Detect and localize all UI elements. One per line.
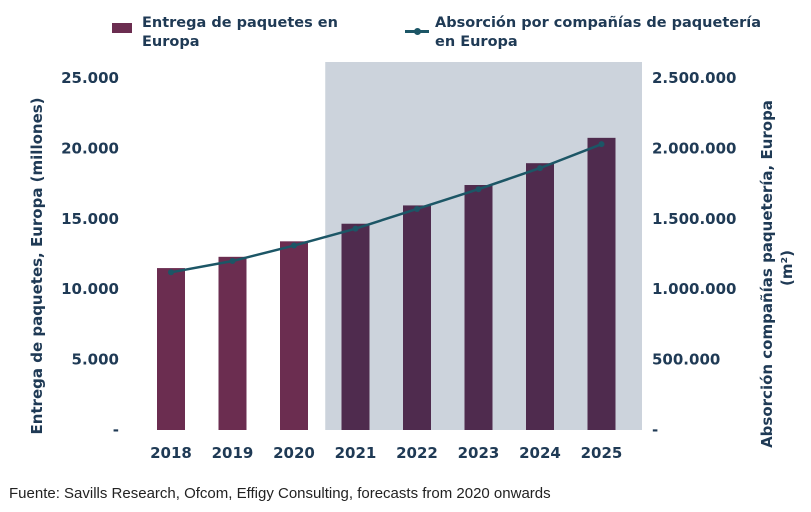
x-tick-label: 2025 bbox=[581, 444, 623, 462]
line-point-2024 bbox=[537, 165, 543, 172]
y-left-tick-label: 20.000 bbox=[61, 139, 119, 157]
legend-line-label: Absorción por compañías de paquetería en… bbox=[435, 14, 761, 52]
bar-2023 bbox=[464, 185, 493, 430]
bar-2022 bbox=[403, 205, 431, 430]
legend-line-marker bbox=[414, 28, 421, 35]
bar-2018 bbox=[157, 268, 185, 430]
bar-2019 bbox=[218, 256, 247, 430]
y-axis-right-label: Absorción compañías paquetería, Europa bbox=[758, 100, 776, 448]
x-tick-label: 2020 bbox=[273, 444, 315, 462]
y-left-tick-label: - bbox=[113, 421, 119, 439]
x-tick-label: 2019 bbox=[212, 444, 254, 462]
line-point-2021 bbox=[352, 225, 359, 232]
legend-bar-label-line1: Entrega de paquetes en bbox=[142, 15, 338, 31]
y-right-tick-label: 2.500.000 bbox=[652, 69, 736, 87]
legend-bar-label-line2: Europa bbox=[142, 34, 200, 50]
legend-line-label-line1: Absorción por compañías de paquetería bbox=[435, 15, 762, 31]
x-tick-label: 2024 bbox=[519, 444, 561, 462]
y-left-tick-label: 25.000 bbox=[61, 69, 119, 87]
legend-bar-label: Entrega de paquetes en Europa bbox=[142, 14, 338, 52]
source-note: Fuente: Savills Research, Ofcom, Effigy … bbox=[9, 485, 551, 502]
x-tick-label: 2018 bbox=[150, 444, 192, 462]
y-left-tick-label: 5.000 bbox=[72, 351, 119, 369]
legend-line-label-line2: en Europa bbox=[435, 34, 518, 50]
x-tick-label: 2022 bbox=[396, 444, 438, 462]
series-line bbox=[170, 143, 602, 274]
line-point-2018 bbox=[168, 269, 174, 276]
y-left-tick-label: 10.000 bbox=[61, 280, 119, 298]
line-point-2022 bbox=[414, 205, 420, 212]
bar-2021 bbox=[341, 223, 370, 430]
line-point-2020 bbox=[291, 242, 297, 249]
y-left-tick-label: 15.000 bbox=[61, 210, 119, 228]
y-right-tick-label: 1.500.000 bbox=[652, 210, 736, 228]
bar-2025 bbox=[587, 137, 616, 430]
y-right-tick-label: - bbox=[652, 421, 658, 439]
line-point-2025 bbox=[598, 141, 605, 148]
line-point-2023 bbox=[475, 186, 482, 193]
x-tick-label: 2023 bbox=[458, 444, 500, 462]
y-right-tick-label: 500.000 bbox=[652, 351, 720, 369]
bar-2020 bbox=[280, 241, 308, 430]
y-axis-left-label: Entrega de paquetes, Europa (millones) bbox=[28, 97, 46, 434]
y-right-tick-label: 2.000.000 bbox=[652, 139, 736, 157]
legend-bar-swatch bbox=[112, 23, 132, 33]
bar-2024 bbox=[526, 163, 554, 430]
y-right-tick-label: 1.000.000 bbox=[652, 280, 736, 298]
x-tick-label: 2021 bbox=[335, 444, 377, 462]
line-point-2019 bbox=[229, 258, 236, 265]
y-axis-right-label-unit: (m²) bbox=[778, 250, 796, 286]
